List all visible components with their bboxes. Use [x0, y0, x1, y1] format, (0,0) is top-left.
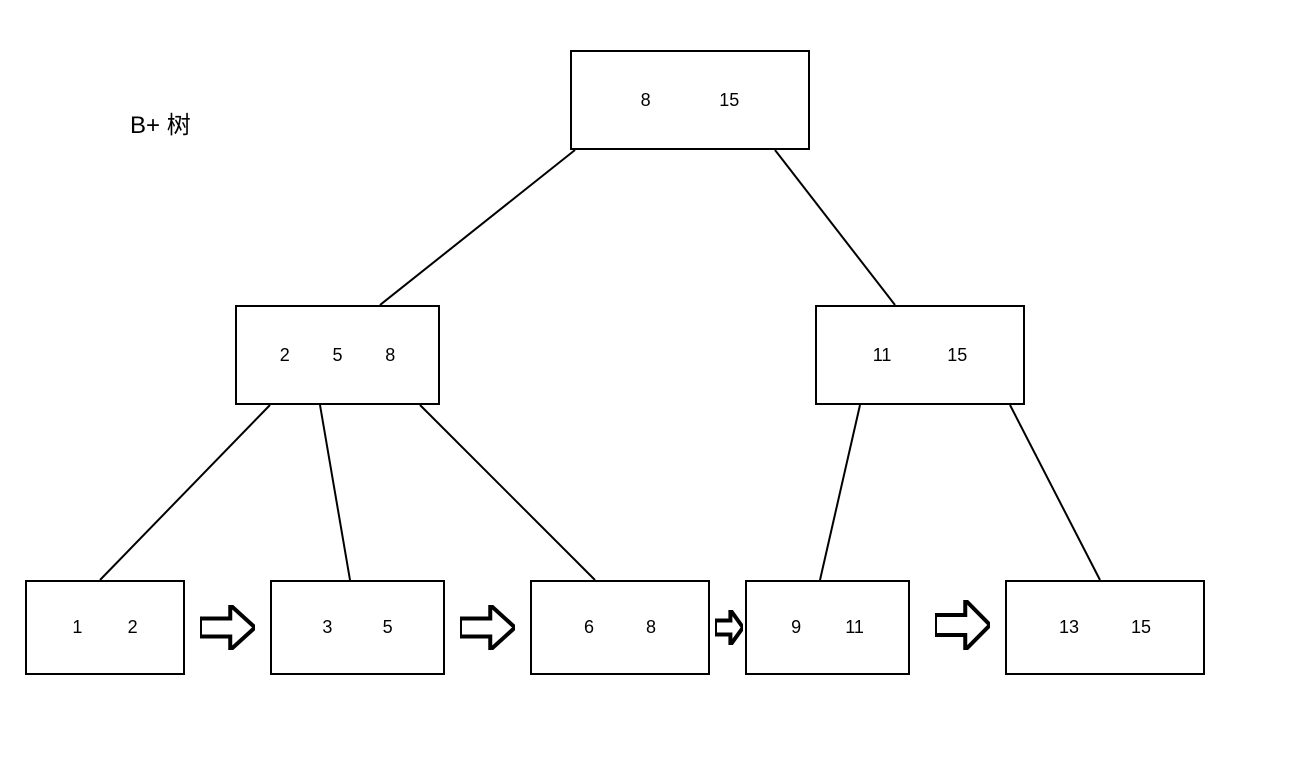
node-key: 1 [72, 617, 82, 638]
node-key: 8 [641, 90, 651, 111]
tree-node-leaf3: 68 [530, 580, 710, 675]
tree-node-leaf1: 12 [25, 580, 185, 675]
leaf-link-arrow-icon [200, 605, 255, 650]
tree-edge [380, 150, 575, 305]
node-key: 8 [385, 345, 395, 366]
tree-edge [1010, 405, 1100, 580]
node-key: 11 [873, 345, 892, 366]
diagram-title: B+ 树 [130, 105, 191, 140]
node-key: 5 [332, 345, 342, 366]
node-key: 3 [322, 617, 332, 638]
tree-edge [100, 405, 270, 580]
tree-edge [420, 405, 595, 580]
node-key: 15 [947, 345, 967, 366]
tree-node-L1b: 11 15 [815, 305, 1025, 405]
tree-node-leaf5: 13 15 [1005, 580, 1205, 675]
node-key: 13 [1059, 617, 1079, 638]
node-key: 15 [719, 90, 739, 111]
leaf-link-arrow-icon [935, 600, 990, 650]
node-key: 8 [646, 617, 656, 638]
node-key: 2 [280, 345, 290, 366]
tree-node-leaf2: 35 [270, 580, 445, 675]
node-key: 15 [1131, 617, 1151, 638]
node-key: 2 [128, 617, 138, 638]
tree-node-root: 8 15 [570, 50, 810, 150]
node-key: 11 [845, 617, 864, 638]
leaf-link-arrow-icon [460, 605, 515, 650]
tree-node-L1a: 2 5 8 [235, 305, 440, 405]
tree-node-leaf4: 9 11 [745, 580, 910, 675]
node-key: 9 [791, 617, 801, 638]
tree-edge [820, 405, 860, 580]
tree-edge [320, 405, 350, 580]
node-key: 6 [584, 617, 594, 638]
node-key: 5 [383, 617, 393, 638]
leaf-link-arrow-icon [715, 610, 743, 645]
tree-edge [775, 150, 895, 305]
diagram-canvas: B+ 树 81525811151235689111315 [0, 0, 1300, 763]
